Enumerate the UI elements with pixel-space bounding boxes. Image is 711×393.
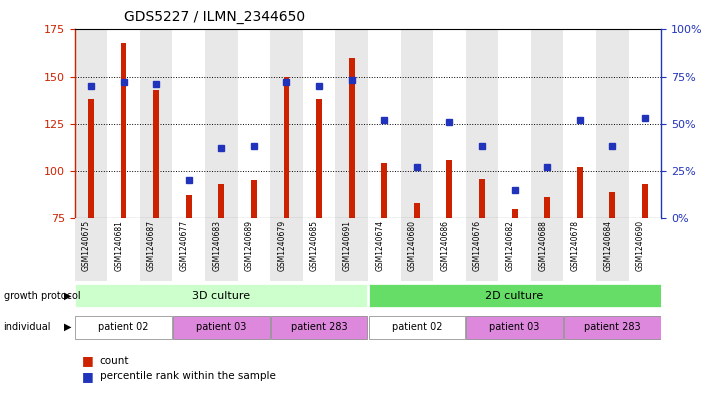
Text: 3D culture: 3D culture xyxy=(192,291,250,301)
Text: GSM1240677: GSM1240677 xyxy=(180,220,188,271)
Bar xyxy=(596,218,629,281)
Text: GSM1240687: GSM1240687 xyxy=(147,220,156,271)
Text: percentile rank within the sample: percentile rank within the sample xyxy=(100,371,275,382)
Bar xyxy=(237,218,270,281)
Text: patient 03: patient 03 xyxy=(196,322,247,332)
Text: GSM1240676: GSM1240676 xyxy=(473,220,482,271)
Text: ▶: ▶ xyxy=(63,290,71,301)
Bar xyxy=(414,203,419,218)
Bar xyxy=(75,29,107,218)
Bar xyxy=(88,99,94,218)
Bar xyxy=(629,29,661,218)
Bar xyxy=(140,218,172,281)
FancyBboxPatch shape xyxy=(75,284,368,307)
Bar xyxy=(466,218,498,281)
FancyBboxPatch shape xyxy=(173,316,269,339)
Bar xyxy=(140,29,172,218)
Bar xyxy=(336,29,368,218)
Bar xyxy=(303,29,336,218)
Bar xyxy=(303,218,336,281)
FancyBboxPatch shape xyxy=(75,316,172,339)
FancyBboxPatch shape xyxy=(564,316,661,339)
Text: GSM1240680: GSM1240680 xyxy=(408,220,417,271)
Bar xyxy=(433,29,466,218)
Bar xyxy=(107,29,140,218)
Bar xyxy=(447,160,452,218)
Text: GSM1240688: GSM1240688 xyxy=(538,220,547,271)
Text: patient 283: patient 283 xyxy=(291,322,348,332)
Text: GSM1240674: GSM1240674 xyxy=(375,220,384,271)
Text: ■: ■ xyxy=(82,370,94,383)
Text: GSM1240681: GSM1240681 xyxy=(114,220,124,271)
Text: 2D culture: 2D culture xyxy=(486,291,544,301)
Bar xyxy=(270,218,303,281)
Text: GSM1240689: GSM1240689 xyxy=(245,220,254,271)
Bar xyxy=(251,180,257,218)
Bar xyxy=(75,218,107,281)
FancyBboxPatch shape xyxy=(368,316,465,339)
Text: patient 02: patient 02 xyxy=(98,322,149,332)
FancyBboxPatch shape xyxy=(271,316,368,339)
Text: GSM1240679: GSM1240679 xyxy=(277,220,287,271)
Bar xyxy=(218,184,224,218)
Bar xyxy=(629,218,661,281)
Bar xyxy=(433,218,466,281)
Text: GSM1240685: GSM1240685 xyxy=(310,220,319,271)
Bar xyxy=(368,218,400,281)
Bar xyxy=(544,197,550,218)
Bar xyxy=(563,29,596,218)
Bar xyxy=(205,29,237,218)
Text: patient 283: patient 283 xyxy=(584,322,641,332)
Bar xyxy=(498,218,531,281)
Bar xyxy=(596,29,629,218)
Text: ■: ■ xyxy=(82,354,94,367)
Bar xyxy=(466,29,498,218)
Bar xyxy=(400,218,433,281)
Text: GSM1240690: GSM1240690 xyxy=(636,220,645,271)
Bar xyxy=(336,218,368,281)
Bar xyxy=(381,163,387,218)
Bar xyxy=(107,218,140,281)
Bar xyxy=(642,184,648,218)
Text: patient 03: patient 03 xyxy=(489,322,540,332)
Bar xyxy=(172,218,205,281)
Text: GSM1240678: GSM1240678 xyxy=(571,220,579,271)
FancyBboxPatch shape xyxy=(466,316,563,339)
Text: patient 02: patient 02 xyxy=(392,322,442,332)
Bar xyxy=(609,192,615,218)
Text: GSM1240691: GSM1240691 xyxy=(343,220,352,271)
Text: GSM1240686: GSM1240686 xyxy=(440,220,449,271)
Bar xyxy=(531,218,563,281)
Text: GSM1240682: GSM1240682 xyxy=(506,220,515,271)
Bar xyxy=(121,43,127,218)
Bar xyxy=(237,29,270,218)
Bar xyxy=(368,29,400,218)
Text: GSM1240684: GSM1240684 xyxy=(604,220,612,271)
Bar xyxy=(512,209,518,218)
Bar xyxy=(153,90,159,218)
Bar xyxy=(498,29,531,218)
Text: GDS5227 / ILMN_2344650: GDS5227 / ILMN_2344650 xyxy=(124,10,306,24)
Bar xyxy=(172,29,205,218)
Bar xyxy=(270,29,303,218)
Text: GSM1240675: GSM1240675 xyxy=(82,220,91,271)
Bar xyxy=(316,99,322,218)
Text: ▶: ▶ xyxy=(63,322,71,332)
Bar xyxy=(205,218,237,281)
Bar xyxy=(186,195,192,218)
Text: individual: individual xyxy=(4,322,51,332)
Bar xyxy=(348,58,355,218)
Bar xyxy=(479,178,485,218)
Bar xyxy=(531,29,563,218)
Bar xyxy=(577,167,583,218)
Text: count: count xyxy=(100,356,129,366)
Bar xyxy=(400,29,433,218)
FancyBboxPatch shape xyxy=(368,284,661,307)
Bar xyxy=(563,218,596,281)
Text: growth protocol: growth protocol xyxy=(4,290,80,301)
Bar xyxy=(284,77,289,218)
Text: GSM1240683: GSM1240683 xyxy=(213,220,221,271)
